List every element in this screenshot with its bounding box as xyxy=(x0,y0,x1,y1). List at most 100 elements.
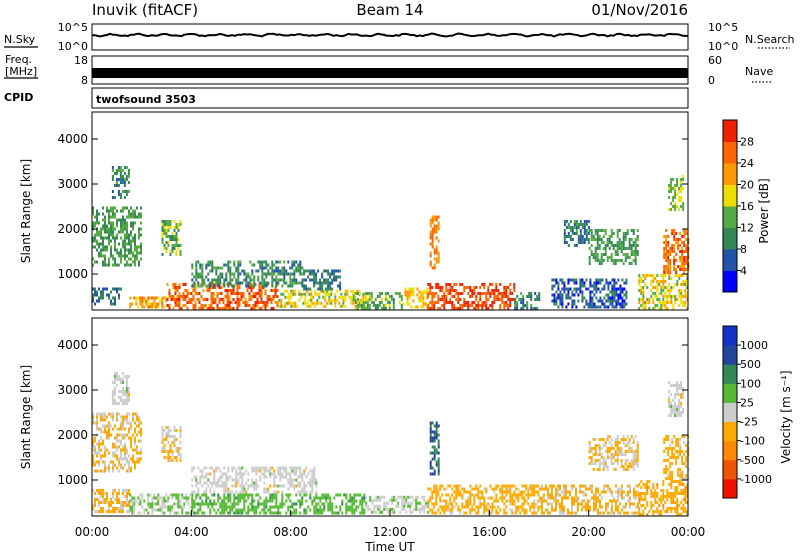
heatmap-cell xyxy=(631,250,633,253)
heatmap-cell xyxy=(332,299,334,302)
heatmap-cell xyxy=(644,498,646,501)
heatmap-cell xyxy=(555,491,557,494)
heatmap-cell xyxy=(481,497,483,500)
heatmap-cell xyxy=(255,485,257,488)
heatmap-cell xyxy=(676,283,678,286)
heatmap-cell xyxy=(682,208,684,211)
heatmap-cell xyxy=(327,509,329,512)
heatmap-cell xyxy=(176,232,178,235)
heatmap-cell xyxy=(162,447,164,450)
heatmap-cell xyxy=(217,276,219,279)
heatmap-cell xyxy=(432,240,434,243)
heatmap-cell xyxy=(529,494,531,497)
heatmap-cell xyxy=(341,512,343,515)
heatmap-cell xyxy=(164,223,166,226)
cpid-program: twofsound 3503 xyxy=(96,93,196,106)
heatmap-cell xyxy=(638,501,640,504)
heatmap-cell xyxy=(126,207,128,210)
heatmap-cell xyxy=(534,292,536,295)
heatmap-cell xyxy=(94,464,96,467)
heatmap-cell xyxy=(595,488,597,491)
heatmap-cell xyxy=(305,285,307,288)
heatmap-cell xyxy=(96,461,98,464)
heatmap-cell xyxy=(303,485,305,488)
heatmap-cell xyxy=(169,506,171,509)
heatmap-cell xyxy=(681,247,683,250)
heatmap-cell xyxy=(669,477,671,480)
heatmap-cell xyxy=(213,482,215,485)
heatmap-cell xyxy=(173,503,175,506)
heatmap-cell xyxy=(122,381,124,384)
heatmap-cell xyxy=(108,264,110,267)
heatmap-cell xyxy=(619,297,621,300)
heatmap-cell xyxy=(139,300,141,303)
heatmap-cell xyxy=(128,461,130,464)
heatmap-cell xyxy=(605,450,607,453)
heatmap-cell xyxy=(197,503,199,506)
heatmap-cell xyxy=(681,474,683,477)
freq-left-tick-top: 18 xyxy=(74,54,88,67)
heatmap-cell xyxy=(485,488,487,491)
heatmap-cell xyxy=(678,199,680,202)
heatmap-cell xyxy=(239,470,241,473)
heatmap-cell xyxy=(531,506,533,509)
heatmap-cell xyxy=(575,291,577,294)
heatmap-cell xyxy=(597,282,599,285)
heatmap-cell xyxy=(455,494,457,497)
heatmap-cell xyxy=(615,453,617,456)
heatmap-cell xyxy=(351,503,353,506)
heatmap-cell xyxy=(108,222,110,225)
heatmap-cell xyxy=(509,503,511,506)
heatmap-cell xyxy=(672,501,674,504)
heatmap-cell xyxy=(525,500,527,503)
heatmap-cell xyxy=(588,232,590,235)
heatmap-cell xyxy=(179,286,181,289)
heatmap-cell xyxy=(98,501,100,504)
heatmap-cell xyxy=(489,304,491,307)
heatmap-cell xyxy=(166,241,168,244)
heatmap-cell xyxy=(120,196,122,199)
heatmap-cell xyxy=(279,506,281,509)
heatmap-cell xyxy=(423,505,425,508)
heatmap-cell xyxy=(593,285,595,288)
heatmap-cell xyxy=(635,247,637,250)
heatmap-cell xyxy=(670,277,672,280)
heatmap-cell xyxy=(229,506,231,509)
heatmap-cell xyxy=(426,288,428,291)
heatmap-cell xyxy=(670,393,672,396)
heatmap-cell xyxy=(223,491,225,494)
heatmap-cell xyxy=(615,444,617,447)
heatmap-cell xyxy=(399,295,401,298)
heatmap-cell xyxy=(287,482,289,485)
heatmap-cell xyxy=(299,485,301,488)
heatmap-cell xyxy=(166,432,168,435)
heatmap-cell xyxy=(104,216,106,219)
heatmap-cell xyxy=(130,243,132,246)
heatmap-cell xyxy=(237,261,239,264)
heatmap-cell xyxy=(350,302,352,305)
heatmap-cell xyxy=(100,428,102,431)
heatmap-cell xyxy=(595,282,597,285)
heatmap-cell xyxy=(261,289,263,292)
heatmap-cell xyxy=(570,235,572,238)
heatmap-cell xyxy=(174,426,176,429)
heatmap-cell xyxy=(668,208,670,211)
heatmap-cell xyxy=(485,295,487,298)
heatmap-cell xyxy=(621,485,623,488)
heatmap-cell xyxy=(157,303,159,306)
heatmap-cell xyxy=(289,482,291,485)
heatmap-cell xyxy=(247,497,249,500)
heatmap-cell xyxy=(273,482,275,485)
heatmap-cell xyxy=(120,396,122,399)
heatmap-cell xyxy=(471,509,473,512)
heatmap-cell xyxy=(404,291,406,294)
heatmap-cell xyxy=(582,241,584,244)
heatmap-cell xyxy=(168,223,170,226)
heatmap-cell xyxy=(177,503,179,506)
heatmap-cell xyxy=(617,447,619,450)
heatmap-cell xyxy=(116,264,118,267)
heatmap-cell xyxy=(112,470,114,473)
heatmap-cell xyxy=(313,476,315,479)
heatmap-cell xyxy=(611,512,613,515)
heatmap-cell xyxy=(633,488,635,491)
